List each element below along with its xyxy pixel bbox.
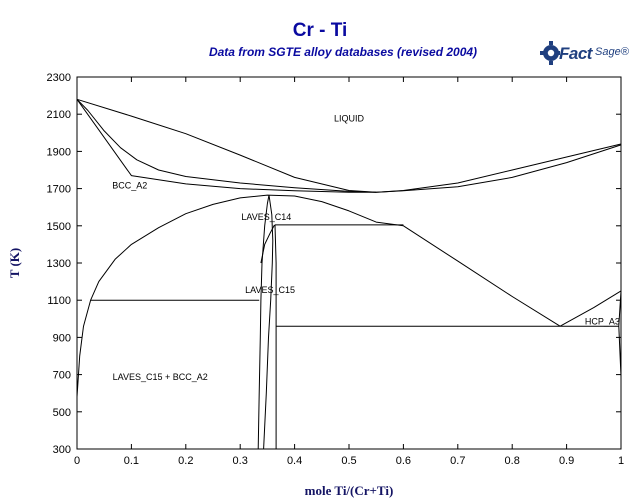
x-tick-label: 0.4 bbox=[287, 455, 302, 467]
x-tick-label: 0.3 bbox=[233, 455, 248, 467]
x-tick-label: 0.2 bbox=[178, 455, 193, 467]
x-axis-ticks: 0 0.1 0.2 0.3 0.4 0.5 0.6 0.7 0.8 0.9 1 bbox=[74, 77, 624, 467]
y-tick-label: 2300 bbox=[47, 72, 71, 84]
y-tick-label: 1500 bbox=[47, 221, 71, 233]
phase-boundary-line bbox=[76, 98, 622, 193]
x-tick-label: 0 bbox=[74, 455, 80, 467]
phase-label: LAVES_C15 bbox=[245, 285, 295, 295]
phase-boundary-line bbox=[76, 99, 377, 193]
x-axis-label: mole Ti/(Cr+Ti) bbox=[305, 483, 394, 498]
cog-icon bbox=[540, 41, 560, 65]
y-axis-ticks: 300 500 700 900 1100 1300 1500 1700 1900 2100 2300 bbox=[47, 72, 621, 456]
chart-subtitle: Data from SGTE alloy databases (revised … bbox=[208, 45, 478, 59]
y-tick-label: 900 bbox=[53, 332, 71, 344]
plot-frame bbox=[76, 76, 622, 450]
phase-boundary-line bbox=[260, 224, 275, 264]
phase-label: LIQUID bbox=[334, 114, 365, 124]
x-tick-label: 0.5 bbox=[341, 455, 356, 467]
phase-boundary-line bbox=[559, 290, 622, 327]
x-tick-label: 0.1 bbox=[124, 455, 139, 467]
factsage-logo: Fact Sage® bbox=[540, 40, 629, 70]
phase-boundary-line bbox=[274, 224, 277, 449]
chart-title: Cr - Ti bbox=[292, 20, 348, 41]
x-tick-label: 0.8 bbox=[505, 455, 520, 467]
logo-fact-text: Fact bbox=[559, 44, 592, 63]
phase-label: BCC_A2 bbox=[112, 181, 147, 191]
x-tick-label: 0.7 bbox=[450, 455, 465, 467]
y-tick-label: 1700 bbox=[47, 184, 71, 196]
x-tick-label: 0.9 bbox=[559, 455, 574, 467]
phase-label: LAVES_C15 + BCC_A2 bbox=[113, 372, 208, 382]
y-tick-label: 700 bbox=[53, 370, 71, 382]
phase-boundary-line bbox=[263, 195, 274, 450]
y-tick-label: 2100 bbox=[47, 109, 71, 121]
y-tick-label: 1900 bbox=[47, 146, 71, 158]
y-tick-label: 500 bbox=[53, 407, 71, 419]
y-tick-label: 1100 bbox=[47, 295, 71, 307]
x-tick-label: 1 bbox=[618, 455, 624, 467]
y-tick-label: 1300 bbox=[47, 258, 71, 270]
logo-sage-text: Sage® bbox=[595, 46, 629, 58]
phase-label: LAVES_C14 bbox=[241, 212, 291, 222]
phase-boundaries bbox=[76, 98, 622, 450]
phase-labels: LIQUID BCC_A2 LAVES_C14 LAVES_C15 HCP_A3 LAVE… bbox=[112, 114, 620, 383]
y-tick-label: 300 bbox=[53, 444, 71, 456]
x-tick-label: 0.6 bbox=[396, 455, 411, 467]
phase-label: HCP_A3 bbox=[585, 316, 620, 326]
y-axis-label: T (K) bbox=[7, 248, 22, 278]
phase-boundary-line bbox=[257, 195, 270, 450]
